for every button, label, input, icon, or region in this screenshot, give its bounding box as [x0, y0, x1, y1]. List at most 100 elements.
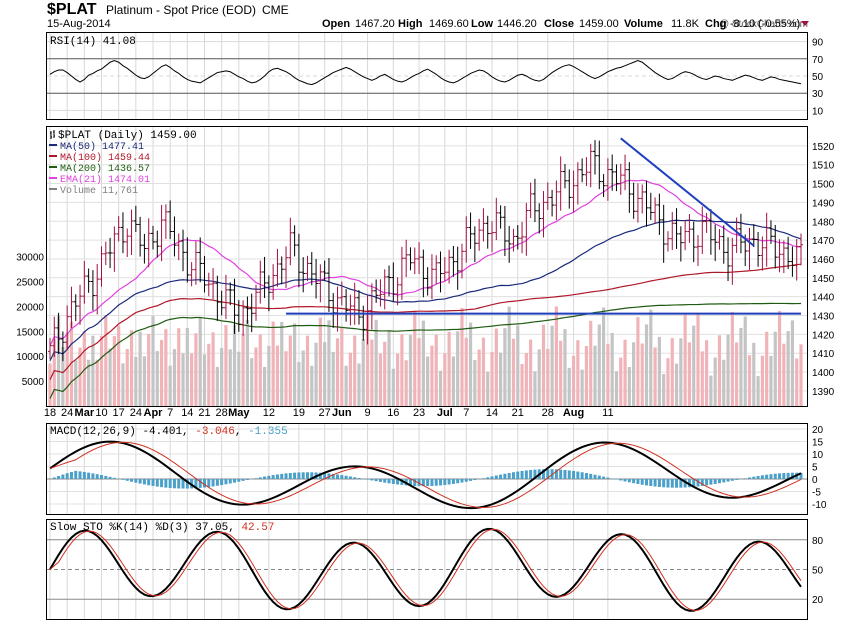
volume-tick-label: 30000 [16, 253, 44, 264]
macd-histogram-bar [413, 479, 417, 486]
volume-bar [318, 317, 322, 406]
macd-histogram-bar [168, 479, 172, 489]
volume-bar [61, 347, 65, 406]
macd-histogram-bar [494, 475, 498, 479]
macd-histogram-bar [323, 473, 327, 479]
x-tick-label: 21 [198, 407, 210, 419]
volume-bar [271, 321, 275, 406]
sto-name: Slow STO %K(14) %D(3) [50, 522, 189, 534]
volume-bar [288, 335, 292, 406]
volume-bar [258, 334, 262, 406]
rsi-tick-label: 50 [812, 72, 824, 83]
sto-k-line [49, 527, 802, 612]
open-label: Open [322, 18, 350, 30]
macd-histogram-bar [524, 470, 528, 479]
volume-value: 11.8K [671, 18, 700, 30]
macd-histogram-bar [717, 479, 721, 484]
volume-tick-label: 20000 [16, 302, 44, 313]
macd-histogram-bar [709, 479, 713, 485]
volume-bar [147, 333, 151, 406]
macd-histogram-bar [473, 479, 477, 481]
volume-bar [443, 353, 447, 406]
macd-histogram-bar [602, 476, 606, 479]
macd-histogram-bar [69, 471, 73, 479]
x-tick-label: 18 [44, 407, 56, 419]
macd-histogram-bar [134, 479, 138, 483]
x-tick-label: May [228, 407, 250, 419]
x-tick-label: 24 [61, 407, 73, 419]
macd-histogram-bar [57, 475, 61, 479]
volume-bar [168, 365, 172, 406]
exchange-label: CME [262, 3, 289, 17]
macd-histogram-bar [87, 472, 91, 479]
volume-bar [430, 345, 434, 406]
volume-bar [640, 343, 644, 406]
volume-bar [78, 347, 82, 406]
volume-bar [799, 344, 803, 406]
down-arrow-icon [801, 21, 809, 26]
macd-histogram-bar [769, 474, 773, 479]
price-tick-label: 1510 [812, 161, 835, 172]
volume-bar [722, 359, 726, 406]
x-tick-label: Aug [563, 407, 584, 419]
macd-name: MACD(12,26,9) [50, 426, 136, 438]
volume-bar [387, 331, 391, 406]
macd-histogram-bar [211, 479, 215, 487]
macd-histogram-bar [155, 479, 159, 487]
volume-bar [456, 331, 460, 406]
volume-bar [262, 366, 267, 406]
volume-bar [340, 327, 344, 406]
volume-bar [584, 346, 589, 406]
macd-histogram-bar [318, 472, 322, 479]
macd-histogram-bar [147, 479, 151, 486]
macd-histogram-bar [645, 479, 649, 486]
price-tick-label: 1450 [812, 274, 835, 285]
volume-bar [567, 367, 571, 406]
hist-value: -1.355 [248, 426, 288, 438]
symbol-label: $PLAT [47, 1, 97, 18]
sto-tick-label: 50 [812, 566, 824, 577]
price-tick-label: 1470 [812, 236, 835, 247]
macd-tick-label: 0 [812, 475, 818, 486]
x-tick-label: Jul [437, 407, 453, 419]
macd-histogram-bar [82, 471, 86, 479]
macd-histogram-bar [353, 477, 357, 479]
x-tick-label: 24 [130, 407, 142, 419]
macd-histogram-bar [490, 476, 494, 479]
signal-line [49, 441, 802, 508]
macd-histogram-bar [366, 479, 370, 480]
volume-bar [636, 317, 640, 406]
volume-bar [730, 311, 734, 406]
volume-bar [597, 324, 601, 406]
volume-bar [396, 353, 400, 406]
volume-bar [632, 342, 636, 406]
bar-chart-icon [50, 130, 55, 139]
x-tick-label: 10 [95, 407, 107, 419]
volume-bar [490, 351, 494, 406]
macd-histogram-bar [207, 479, 211, 487]
macd-histogram-bar [735, 479, 739, 480]
x-tick-label: Jun [332, 407, 352, 419]
volume-bar [237, 351, 241, 406]
volume-bar [477, 349, 481, 406]
macd-histogram-bar [151, 479, 155, 486]
volume-bar [610, 333, 614, 406]
macd-histogram-bar [396, 479, 400, 485]
volume-bar [383, 341, 387, 406]
macd-histogram-bar [185, 479, 189, 489]
volume-bar [438, 370, 443, 406]
volume-bar [194, 333, 198, 406]
volume-bar [743, 316, 747, 406]
volume-bar [769, 355, 773, 406]
macd-histogram-bar [662, 479, 666, 488]
macd-histogram-bar [726, 479, 730, 482]
x-tick-label: 16 [387, 407, 399, 419]
macd-histogram-bar [331, 473, 335, 479]
price-panel [46, 126, 808, 407]
macd-histogram-bar [387, 479, 391, 484]
volume-bar [447, 331, 451, 406]
macd-histogram-bar [357, 478, 361, 479]
chg-value: -8.10 (-0.55%) [730, 18, 800, 30]
macd-histogram-bar [340, 475, 344, 479]
macd-histogram-bar [426, 479, 430, 487]
